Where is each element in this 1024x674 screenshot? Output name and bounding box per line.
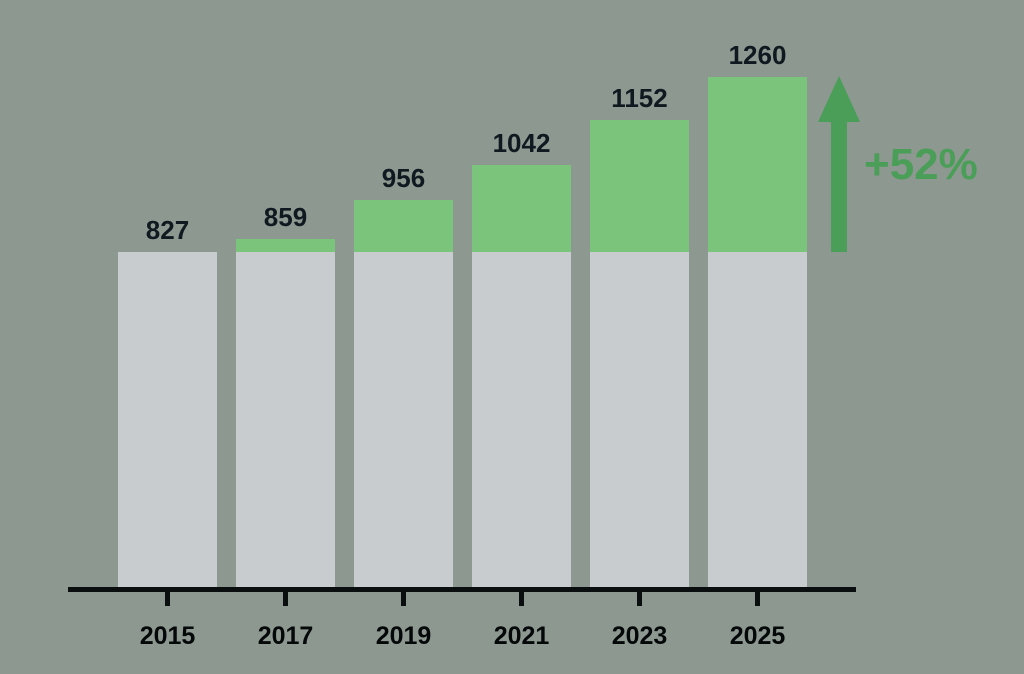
growth-annotation: +52% [864,140,978,189]
value-label: 956 [381,162,426,193]
bar-growth-segment [354,199,453,253]
bar-base-segment [590,252,689,587]
value-label: 1152 [611,83,668,114]
bar-base-segment [118,252,217,587]
bar-base-segment [236,252,335,587]
x-tick-label: 2021 [493,622,550,650]
value-label: 859 [263,202,308,233]
bar-growth-segment [590,120,689,253]
x-axis-line [68,587,856,592]
x-tick [282,590,288,606]
x-tick-label: 2019 [375,622,432,650]
bar-2015 [118,252,217,587]
x-tick [754,590,760,606]
x-tick [518,590,524,606]
bar-growth-segment [236,239,335,253]
bar-2017 [236,239,335,587]
x-tick [400,590,406,606]
value-label: 1260 [728,39,787,70]
x-tick-label: 2025 [729,622,786,650]
bar-2023 [590,120,689,587]
x-tick-label: 2023 [611,622,668,650]
x-tick [636,590,642,606]
x-tick-label: 2017 [257,622,314,650]
bar-2025 [708,76,807,587]
bar-base-segment [472,252,571,587]
x-tick [164,590,170,606]
bar-growth-segment [708,76,807,253]
bar-base-segment [708,252,807,587]
up-arrow-icon [818,76,860,252]
bar-growth-segment [472,164,571,253]
bar-base-segment [354,252,453,587]
bar-2021 [472,164,571,587]
bar-2019 [354,199,453,587]
x-tick-label: 2015 [139,622,196,650]
value-label: 827 [145,215,190,246]
value-label: 1042 [492,127,551,158]
